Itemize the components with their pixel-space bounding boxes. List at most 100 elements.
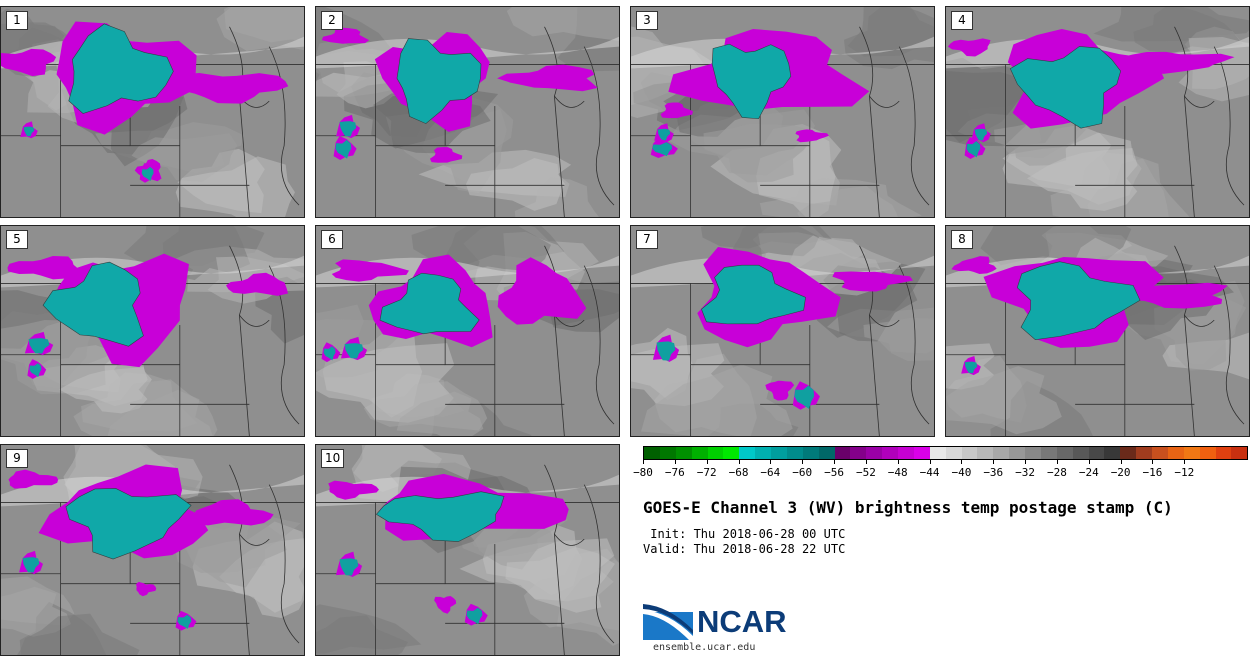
stamp-map-1	[1, 7, 304, 217]
stamp-panel-10: 10	[315, 444, 620, 656]
colorbar-cell	[802, 447, 819, 459]
colorbar-tick	[643, 460, 644, 464]
stamp-panel-8: 8	[945, 225, 1250, 437]
state-boundary	[544, 464, 585, 546]
stamp-map-7	[631, 226, 934, 436]
panel-number: 9	[6, 449, 28, 468]
colorbar-tick-label: −12	[1174, 466, 1195, 479]
colorbar-cell	[1088, 447, 1105, 459]
wv-field-patch	[1027, 147, 1138, 211]
cold-cloud-area	[1, 48, 57, 77]
colorbar-cell	[1231, 447, 1248, 459]
colorbar-cell	[977, 447, 994, 459]
cold-cloud-area	[947, 38, 991, 57]
wv-field-patch	[1178, 37, 1249, 102]
convective-core	[375, 491, 505, 542]
stamp-panel-3: 3	[630, 6, 935, 218]
stamp-map-6	[316, 226, 619, 436]
wv-field-patch	[505, 547, 615, 613]
colorbar-tick-label: −24	[1078, 466, 1099, 479]
state-boundary	[1174, 245, 1215, 327]
colorbar-tick	[961, 460, 963, 464]
storm-cell	[466, 607, 483, 625]
colorbar-cell	[739, 447, 756, 459]
colorbar-cell	[1009, 447, 1025, 459]
wv-field-patch	[396, 391, 484, 436]
wv-field-patch	[797, 185, 898, 217]
colorbar-cell	[818, 447, 835, 459]
colorbar-cell	[1215, 447, 1232, 459]
storm-cell	[323, 346, 336, 361]
colorbar-tick-label: −32	[1015, 466, 1036, 479]
colorbar-tick-label: −52	[855, 466, 876, 479]
stamp-map-3	[631, 7, 934, 217]
colorbar-cell	[1040, 447, 1057, 459]
storm-cell	[652, 142, 673, 157]
colorbar-cell	[644, 447, 660, 459]
colorbar-tick-label: −56	[824, 466, 844, 479]
logo-url: ensemble.ucar.edu	[653, 642, 756, 653]
colorbar-cell	[993, 447, 1010, 459]
panel-number: 2	[321, 11, 343, 30]
state-boundary	[554, 534, 565, 655]
cold-cloud-area	[434, 595, 457, 614]
wv-field-patch	[17, 613, 140, 655]
stamp-panel-5: 5	[0, 225, 305, 437]
colorbar-tick-label: −36	[983, 466, 1004, 479]
colorbar-tick	[1088, 460, 1090, 464]
colorbar-tick-label: −48	[887, 466, 908, 479]
storm-cell	[794, 385, 815, 409]
state-boundary	[1184, 315, 1195, 436]
colorbar-tick	[834, 460, 836, 464]
state-boundary	[544, 26, 585, 108]
stamp-panel-4: 4	[945, 6, 1250, 218]
state-boundary	[898, 265, 930, 425]
wv-field-patch	[863, 317, 934, 362]
storm-cell	[335, 139, 352, 159]
wv-field-patch	[641, 364, 793, 436]
state-boundary	[554, 96, 565, 217]
colorbar-cell	[1056, 447, 1073, 459]
storm-cell	[23, 126, 35, 137]
colorbar-tick	[674, 460, 676, 464]
colorbar-tick-label: −68	[728, 466, 749, 479]
valid-time: Valid: Thu 2018-06-28 22 UTC	[643, 542, 846, 556]
wv-field-patch	[107, 389, 213, 436]
colorbar-tick-label: −16	[1142, 466, 1163, 479]
colorbar-cell	[723, 447, 740, 459]
cold-cloud-area	[328, 480, 379, 500]
colorbar-cell	[755, 447, 771, 459]
stamp-panel-2: 2	[315, 6, 620, 218]
colorbar-ticks: −80 −76 −72 −68 −64 −60 −56 −52 −48 −44 −40 −36 −32−…	[633, 460, 1248, 482]
cold-cloud-area	[497, 64, 598, 92]
panel-number: 10	[321, 449, 345, 468]
wv-field-patch	[175, 523, 287, 588]
colorbar-cell	[786, 447, 803, 459]
colorbar-cell	[1136, 447, 1152, 459]
cold-cloud-area	[660, 102, 693, 119]
storm-cell	[177, 614, 192, 629]
state-boundary	[554, 315, 565, 436]
colorbar-cell	[834, 447, 851, 459]
cold-cloud-area	[226, 272, 289, 296]
stamp-map-4	[946, 7, 1249, 217]
cold-cloud-area	[136, 581, 157, 597]
figure-title: GOES-E Channel 3 (WV) brightness temp po…	[643, 498, 1173, 517]
panel-number: 7	[636, 230, 658, 249]
panel-number: 8	[951, 230, 973, 249]
colorbar-cell	[913, 447, 930, 459]
colorbar-cell	[771, 447, 787, 459]
state-boundary	[1174, 26, 1215, 108]
colorbar-tick	[1056, 460, 1058, 464]
panel-number: 6	[321, 230, 343, 249]
colorbar-cell	[850, 447, 867, 459]
colorbar-tick-label: −40	[951, 466, 972, 479]
storm-cell	[339, 121, 357, 137]
convective-core	[42, 261, 144, 347]
state-boundary	[583, 484, 615, 644]
state-boundary	[229, 464, 270, 546]
init-time: Init: Thu 2018-06-28 00 UTC	[643, 527, 846, 541]
wv-field-patch	[216, 7, 304, 51]
colorbar-cell	[1072, 447, 1089, 459]
convective-core	[1016, 261, 1141, 341]
